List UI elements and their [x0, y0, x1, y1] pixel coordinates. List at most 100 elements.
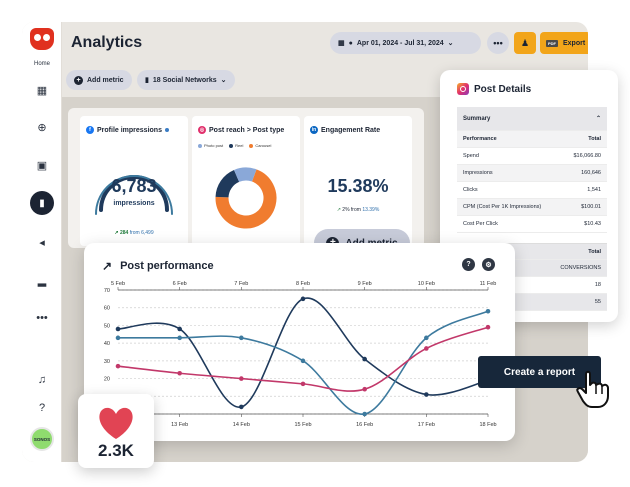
facebook-icon: f	[86, 126, 94, 134]
data-point[interactable]	[424, 346, 429, 351]
row-value: $100.01	[581, 204, 601, 210]
donut-slice	[215, 169, 240, 198]
data-point[interactable]	[239, 376, 244, 381]
plus-icon: +	[74, 75, 83, 85]
add-metric-button[interactable]: + Add metric	[66, 70, 132, 90]
x-tick-label: 13 Feb	[171, 422, 188, 428]
data-point[interactable]	[115, 363, 121, 369]
x-tick-label: 16 Feb	[356, 422, 373, 428]
series-line-0	[117, 297, 489, 408]
share-user-icon[interactable]: ♟	[514, 32, 536, 54]
owl-logo-icon[interactable]	[30, 28, 54, 50]
row-value: CONVERSIONS	[560, 265, 601, 271]
x-top-tick-label: 10 Feb	[418, 281, 435, 287]
row-label: Spend	[463, 153, 479, 159]
heart-icon	[99, 407, 133, 439]
megaphone-icon[interactable]: ◂	[39, 237, 45, 249]
y-tick-label: 30	[104, 359, 110, 365]
help-icon[interactable]: ?	[38, 402, 46, 414]
data-point[interactable]	[300, 358, 306, 364]
data-point[interactable]	[424, 392, 429, 397]
data-point[interactable]	[177, 370, 182, 376]
y-tick-label: 60	[104, 306, 110, 312]
summary-header[interactable]: Summary ⌃	[457, 107, 607, 131]
x-tick-label: 17 Feb	[418, 422, 435, 428]
profile-impressions-card[interactable]: f Profile impressions 6,783 impressions …	[80, 116, 188, 246]
x-top-tick-label: 5 Feb	[111, 281, 125, 287]
table-row: 18	[457, 277, 607, 294]
post-type-donut	[215, 167, 277, 229]
data-point[interactable]	[177, 335, 182, 341]
impressions-sublabel: impressions	[113, 200, 155, 207]
date-range-text: Apr 01, 2024 - Jul 31, 2024	[356, 39, 444, 47]
change-from: 13.39%	[362, 207, 380, 213]
instagram-icon: ◎	[198, 126, 206, 134]
data-point[interactable]	[362, 411, 367, 417]
y-tick-label: 50	[104, 323, 110, 329]
inbox-icon[interactable]: ▣	[36, 160, 48, 172]
networks-label: 18 Social Networks	[152, 76, 217, 84]
card-title-text: Post reach > Post type	[209, 126, 285, 134]
bell-icon[interactable]: ♫	[37, 374, 47, 386]
data-point[interactable]	[239, 335, 244, 341]
gear-icon[interactable]: ⚙	[482, 258, 495, 271]
data-point[interactable]	[362, 386, 367, 392]
x-tick-label: 15 Feb	[294, 422, 311, 428]
impressions-value: 6,783	[111, 176, 157, 196]
table-row: Impressions 160,646	[457, 165, 607, 182]
post-performance-card: ↗ Post performance ? ⚙ 01020304050607012…	[84, 243, 515, 441]
bar-chart-icon[interactable]: ▂	[37, 275, 47, 287]
row-value: 160,646	[581, 170, 601, 176]
table-header-row: Performance Total	[457, 131, 607, 148]
table-row: CPM (Cost Per 1K Impressions) $100.01	[457, 199, 607, 216]
chevron-down-icon: ⌄	[447, 40, 454, 47]
data-point[interactable]	[485, 324, 491, 330]
top-bar: Analytics ▦ ● Apr 01, 2024 - Jul 31, 202…	[62, 22, 588, 66]
data-point[interactable]	[115, 326, 121, 332]
row-value: 1,541	[587, 187, 601, 193]
data-point[interactable]	[177, 326, 182, 332]
data-point[interactable]	[362, 356, 367, 362]
export-label: Export	[563, 39, 586, 47]
more-button[interactable]: •••	[487, 32, 509, 54]
date-range-picker[interactable]: ▦ ● Apr 01, 2024 - Jul 31, 2024 ⌄	[330, 32, 481, 54]
help-icon[interactable]: ?	[462, 258, 475, 271]
page-title: Analytics	[71, 34, 143, 51]
card-title-text: Profile impressions	[97, 126, 162, 134]
analytics-icon[interactable]: ▮	[30, 191, 54, 215]
x-tick-label: 14 Feb	[233, 422, 250, 428]
legend-item: Carousel	[249, 143, 271, 148]
impressions-change: ↗ 284 from 6,499	[80, 230, 188, 236]
pdf-icon: PDF	[546, 39, 558, 47]
summary-label: Summary	[463, 115, 491, 122]
calendar-icon[interactable]: ▦	[36, 85, 48, 97]
row-label: Impressions	[463, 170, 493, 176]
more-apps-icon[interactable]: •••	[36, 312, 48, 324]
post-reach-card[interactable]: ◎ Post reach > Post type Photo post Reel…	[192, 116, 300, 246]
export-button[interactable]: PDF Export ⌄	[540, 32, 588, 54]
engagement-rate-card[interactable]: in Engagement Rate 15.38% ↗ 2% from 13.3…	[304, 116, 412, 246]
data-point[interactable]	[239, 404, 244, 410]
card-title: ◎ Post reach > Post type	[198, 126, 284, 134]
row-label: Cost Per Click	[463, 221, 498, 227]
data-point[interactable]	[300, 381, 306, 387]
add-circle-icon[interactable]: ⊕	[37, 122, 47, 134]
data-point[interactable]	[300, 296, 306, 302]
col-header: Performance	[463, 136, 497, 142]
calendar-icon: ▦	[338, 40, 345, 47]
row-value: 55	[594, 299, 601, 305]
post-details-title-text: Post Details	[474, 83, 532, 95]
donut-slice	[234, 167, 257, 183]
data-point[interactable]	[485, 308, 491, 314]
networks-dropdown[interactable]: ▮ 18 Social Networks ⌄	[137, 70, 235, 90]
row-label: CPM (Cost Per 1K Impressions)	[463, 204, 542, 210]
post-details-title: Post Details	[457, 83, 531, 95]
engagement-value: 15.38%	[327, 176, 389, 196]
data-point[interactable]	[424, 335, 429, 341]
data-point[interactable]	[115, 335, 121, 341]
table-row: Cost Per Click $10.43	[457, 216, 607, 233]
create-report-button[interactable]: Create a report	[478, 356, 601, 388]
avatar[interactable]: SONOS	[30, 427, 54, 451]
chevron-down-icon: ⌄	[220, 77, 227, 84]
